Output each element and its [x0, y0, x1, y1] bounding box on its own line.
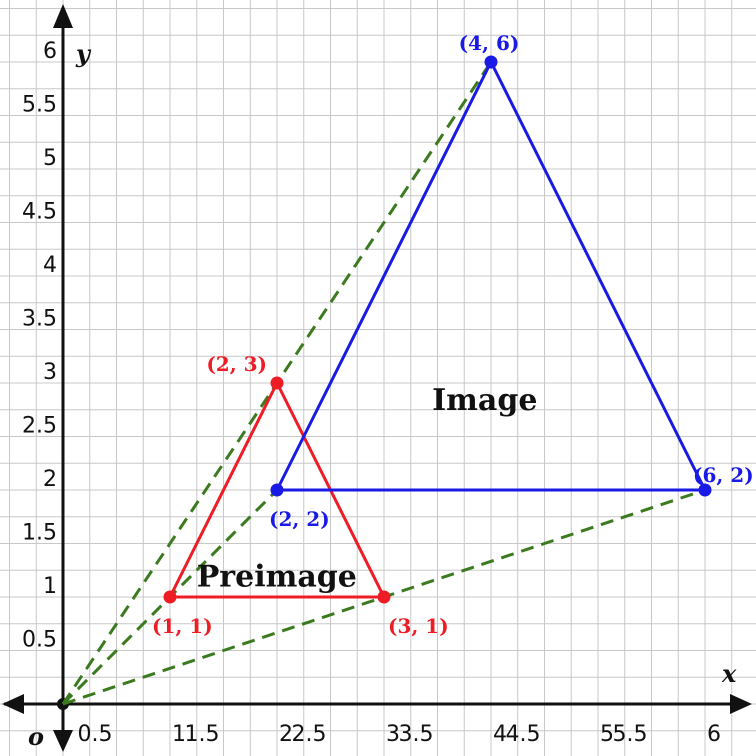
x-tick-label: 3.5 — [399, 722, 434, 747]
x-tick-label: 4.5 — [506, 722, 541, 747]
y-axis-arrow-up — [53, 4, 73, 28]
x-axis-arrow-left — [2, 694, 24, 714]
x-axis-arrow-right — [730, 694, 752, 714]
x-tick-label: 4 — [493, 722, 507, 747]
x-tick-label: 6 — [707, 722, 721, 747]
image-vertex-label: (4, 6) — [459, 31, 520, 55]
preimage-vertex — [270, 376, 284, 390]
x-tick-label: 3 — [386, 722, 400, 747]
image-vertex-label: (6, 2) — [693, 463, 754, 487]
image-vertex — [698, 483, 712, 497]
y-tick-label: 1 — [43, 574, 57, 599]
preimage-vertex-label: (3, 1) — [388, 614, 449, 638]
vertices: (1, 1) (2, 3) (3, 1) (2, 2) (4, 6) (6, 2) — [152, 31, 754, 638]
y-axis-label: y — [75, 39, 92, 68]
y-tick-label: 3.5 — [22, 307, 57, 332]
y-tick-label: 0.5 — [22, 628, 57, 653]
x-tick-label: 5.5 — [613, 722, 648, 747]
image-vertex — [270, 483, 284, 497]
preimage-vertex — [377, 590, 391, 604]
preimage-vertex-label: (2, 3) — [206, 352, 267, 376]
image-triangle — [274, 58, 708, 492]
tick-labels: 0.5 11.5 22.5 33.5 44.5 55.5 60.511.522.533.54… — [22, 39, 721, 747]
x-tick-label: 0.5 — [78, 722, 113, 747]
y-axis-arrow-down — [53, 730, 73, 752]
y-tick-label: 4.5 — [22, 200, 57, 225]
y-tick-label: 3 — [43, 360, 57, 385]
image-label: Image — [432, 383, 537, 418]
y-tick-label: 4 — [43, 253, 57, 278]
x-tick-label: 5 — [600, 722, 614, 747]
y-tick-label: 5 — [43, 146, 57, 171]
x-tick-label: 2.5 — [292, 722, 327, 747]
y-tick-label: 6 — [43, 39, 57, 64]
x-axis-label: x — [721, 659, 737, 688]
triangles — [167, 58, 708, 599]
x-tick-label: 2 — [279, 722, 293, 747]
y-tick-label: 2.5 — [22, 414, 57, 439]
origin-label: o — [28, 722, 44, 751]
x-tick-label: 1.5 — [185, 722, 220, 747]
y-tick-label: 1.5 — [22, 521, 57, 546]
preimage-vertex — [163, 590, 177, 604]
preimage-vertex-label: (1, 1) — [152, 614, 213, 638]
image-vertex-label: (2, 2) — [269, 507, 330, 531]
y-tick-label: 5.5 — [22, 93, 57, 118]
y-tick-label: 2 — [43, 467, 57, 492]
image-vertex — [484, 55, 498, 69]
x-tick-label: 1 — [172, 722, 186, 747]
axes: x y o — [2, 4, 752, 752]
preimage-label: Preimage — [197, 559, 357, 594]
